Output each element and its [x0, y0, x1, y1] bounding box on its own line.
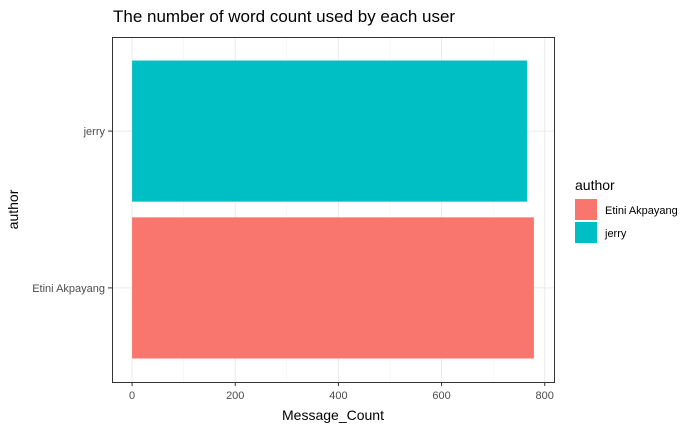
legend-key: [575, 222, 597, 243]
plot-panel-border: [112, 37, 555, 383]
bar-jerry: [132, 60, 528, 202]
x-tick-label: 800: [536, 390, 554, 402]
legend-label: jerry: [604, 228, 627, 240]
legend-key: [575, 199, 597, 220]
x-tick-label: 0: [129, 390, 135, 402]
x-axis-title: Message_Count: [282, 407, 384, 423]
legend-title: author: [575, 177, 615, 193]
y-tick-label: Etini Akpayang: [32, 283, 105, 295]
legend: author Etini Akpayang jerry: [575, 177, 678, 243]
y-axis-title: author: [5, 189, 21, 229]
bar-etini-akpayang: [132, 217, 534, 359]
chart-title: The number of word count used by each us…: [113, 7, 455, 26]
x-tick-label: 600: [432, 390, 450, 402]
legend-label: Etini Akpayang: [605, 205, 678, 217]
axes: 0 200 400 600 800 Etini Akpayang jerry: [32, 126, 554, 402]
y-tick-label: jerry: [83, 126, 106, 138]
x-tick-label: 200: [226, 390, 244, 402]
bars: [132, 60, 534, 359]
x-tick-label: 400: [329, 390, 347, 402]
